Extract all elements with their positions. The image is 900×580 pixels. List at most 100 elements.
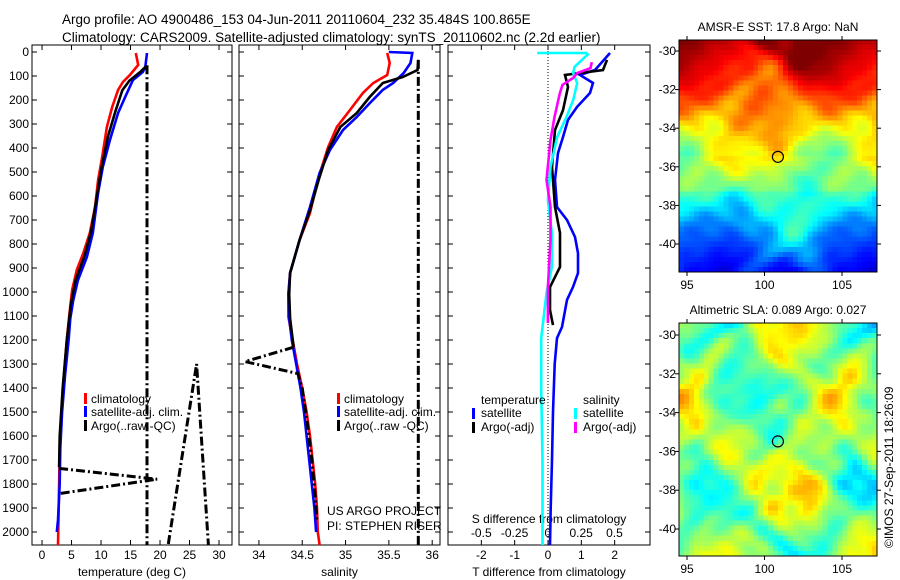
- map-frame: [678, 39, 878, 273]
- y-tick-label: 400: [9, 141, 29, 155]
- series-s-argo-adj--line: [545, 61, 594, 323]
- legend-heading-temperature: temperature: [481, 393, 546, 407]
- x-tick-label: 34: [252, 548, 266, 562]
- legend-swatch-t-argo: [472, 422, 475, 433]
- map-frame: [678, 322, 878, 557]
- lat-tick-label: -38: [659, 483, 677, 497]
- legend-swatch-satellite: [337, 406, 340, 417]
- plot-frame: [447, 44, 651, 546]
- temperature-legend: climatology satellite-adj. clim. Argo(..…: [84, 392, 183, 433]
- lat-tick-label: -32: [659, 83, 677, 97]
- x-tick-label: -2: [476, 548, 487, 562]
- lon-tick-label: 105: [832, 278, 852, 292]
- legend-swatch-satellite: [84, 406, 87, 417]
- lon-tick-label: 105: [832, 562, 852, 576]
- lon-tick-label: 100: [754, 278, 774, 292]
- x-tick-label: 0: [39, 548, 46, 562]
- pi-label: PI: STEPHEN RISER: [327, 519, 442, 533]
- lon-tick-label: 100: [754, 562, 774, 576]
- x-tick-label: 34.5: [291, 548, 315, 562]
- x-tick-label: 1: [578, 548, 585, 562]
- x-tick-label: 30: [212, 548, 226, 562]
- lat-tick-label: -34: [659, 121, 677, 135]
- lon-tick-label: 95: [680, 278, 694, 292]
- legend-label: satellite-adj. clim.: [91, 405, 183, 419]
- y-tick-label: 1900: [2, 501, 29, 515]
- x-tick-label: -1: [509, 548, 520, 562]
- y-tick-label: 0: [22, 45, 29, 59]
- series-s-satellite-line: [537, 51, 590, 545]
- salinity-profile-panel: 34 34.5 35 35.5 36 salinity: [238, 44, 441, 579]
- credit-label: ©IMOS 27-Sep-2011 18:26:09: [882, 386, 896, 548]
- series-argo-raw-line: [239, 345, 319, 523]
- x-tick-label: 5: [68, 548, 75, 562]
- legend-swatch-argo: [337, 420, 340, 431]
- legend-label: satellite-adj. clim.: [344, 405, 436, 419]
- legend-swatch-s-argo: [574, 422, 577, 433]
- sst-map-panel: AMSR-E SST: 17.8 Argo: NaN 95 100 105 -30 -32…: [659, 20, 881, 292]
- legend-swatch-argo: [84, 420, 87, 431]
- legend-swatch-climatology: [337, 393, 340, 404]
- legend-heading-salinity: salinity: [583, 393, 620, 407]
- x-tick-label: 0: [545, 548, 552, 562]
- y-tick-label: 900: [9, 261, 29, 275]
- y-tick-label: 200: [9, 93, 29, 107]
- s-tick-label: 0: [545, 526, 552, 540]
- legend-label: satellite: [583, 406, 624, 420]
- lat-tick-label: -36: [659, 444, 677, 458]
- lat-tick-label: -30: [659, 44, 677, 58]
- legend-swatch-s-satellite: [574, 408, 577, 419]
- argo-location-marker: [771, 150, 785, 163]
- y-tick-label: 1600: [2, 429, 29, 443]
- legend-label: Argo(-adj): [481, 420, 534, 434]
- s-axis-label: S difference from climatology: [472, 512, 627, 526]
- sla-map-panel: Altimetric SLA: 0.089 Argo: 0.027 95 100 10…: [659, 303, 881, 576]
- y-tick-label: 2000: [2, 525, 29, 539]
- y-tick-label: 100: [9, 69, 29, 83]
- difference-legend: temperature satellite Argo(-adj) salinit…: [472, 393, 636, 434]
- map-title: AMSR-E SST: 17.8 Argo: NaN: [698, 20, 859, 34]
- s-tick-label: 0.5: [606, 526, 623, 540]
- y-tick-label: 1500: [2, 405, 29, 419]
- salinity-legend: climatology satellite-adj. clim. Argo(..…: [337, 392, 436, 433]
- series-argo-raw-line: [166, 363, 210, 545]
- y-tick-label: 300: [9, 117, 29, 131]
- series-t-satellite-line: [548, 52, 611, 545]
- s-tick-label: -0.5: [471, 526, 492, 540]
- y-tick-label: 1100: [3, 309, 29, 323]
- x-tick-label: 25: [183, 548, 197, 562]
- temperature-profile-panel: 0100200300400500600700800900100011001200…: [2, 44, 233, 579]
- legend-label: Argo(-adj): [583, 420, 636, 434]
- legend-swatch-t-satellite: [472, 408, 475, 419]
- plot-frame: [238, 44, 441, 546]
- legend-label: climatology: [344, 392, 404, 406]
- title-line-2: Climatology: CARS2009. Satellite-adjuste…: [62, 30, 601, 45]
- argo-location-marker: [771, 435, 785, 448]
- lat-tick-label: -30: [659, 328, 677, 342]
- x-tick-label: 20: [153, 548, 167, 562]
- sst-map-image: [679, 40, 877, 272]
- series-satellite-adj-clim--line: [55, 52, 149, 533]
- x-tick-label: 15: [124, 548, 138, 562]
- legend-label: satellite: [481, 406, 522, 420]
- series-argo-raw-line: [58, 466, 158, 496]
- legend-label: Argo(..raw -QC): [91, 419, 176, 433]
- x-tick-label: 10: [94, 548, 108, 562]
- lat-tick-label: -36: [659, 160, 677, 174]
- s-tick-label: 0.25: [569, 526, 593, 540]
- legend-label: Argo(..raw -QC): [344, 419, 429, 433]
- x-tick-label: 35.5: [377, 548, 401, 562]
- y-tick-label: 1400: [2, 381, 29, 395]
- series-argo-line: [57, 65, 147, 468]
- y-tick-label: 500: [9, 165, 29, 179]
- y-tick-label: 600: [9, 189, 29, 203]
- x-axis-label: salinity: [321, 565, 358, 579]
- legend-swatch-climatology: [84, 393, 87, 404]
- sla-map-image: [679, 323, 877, 556]
- y-tick-label: 700: [9, 213, 29, 227]
- y-tick-label: 1200: [2, 333, 29, 347]
- difference-panel: -2 -1 0 1 2 T difference from climatology -0.5…: [447, 44, 651, 579]
- x-tick-label: 35: [339, 548, 353, 562]
- plot-frame: [31, 44, 233, 546]
- series-t-argo-adj--line: [548, 59, 609, 326]
